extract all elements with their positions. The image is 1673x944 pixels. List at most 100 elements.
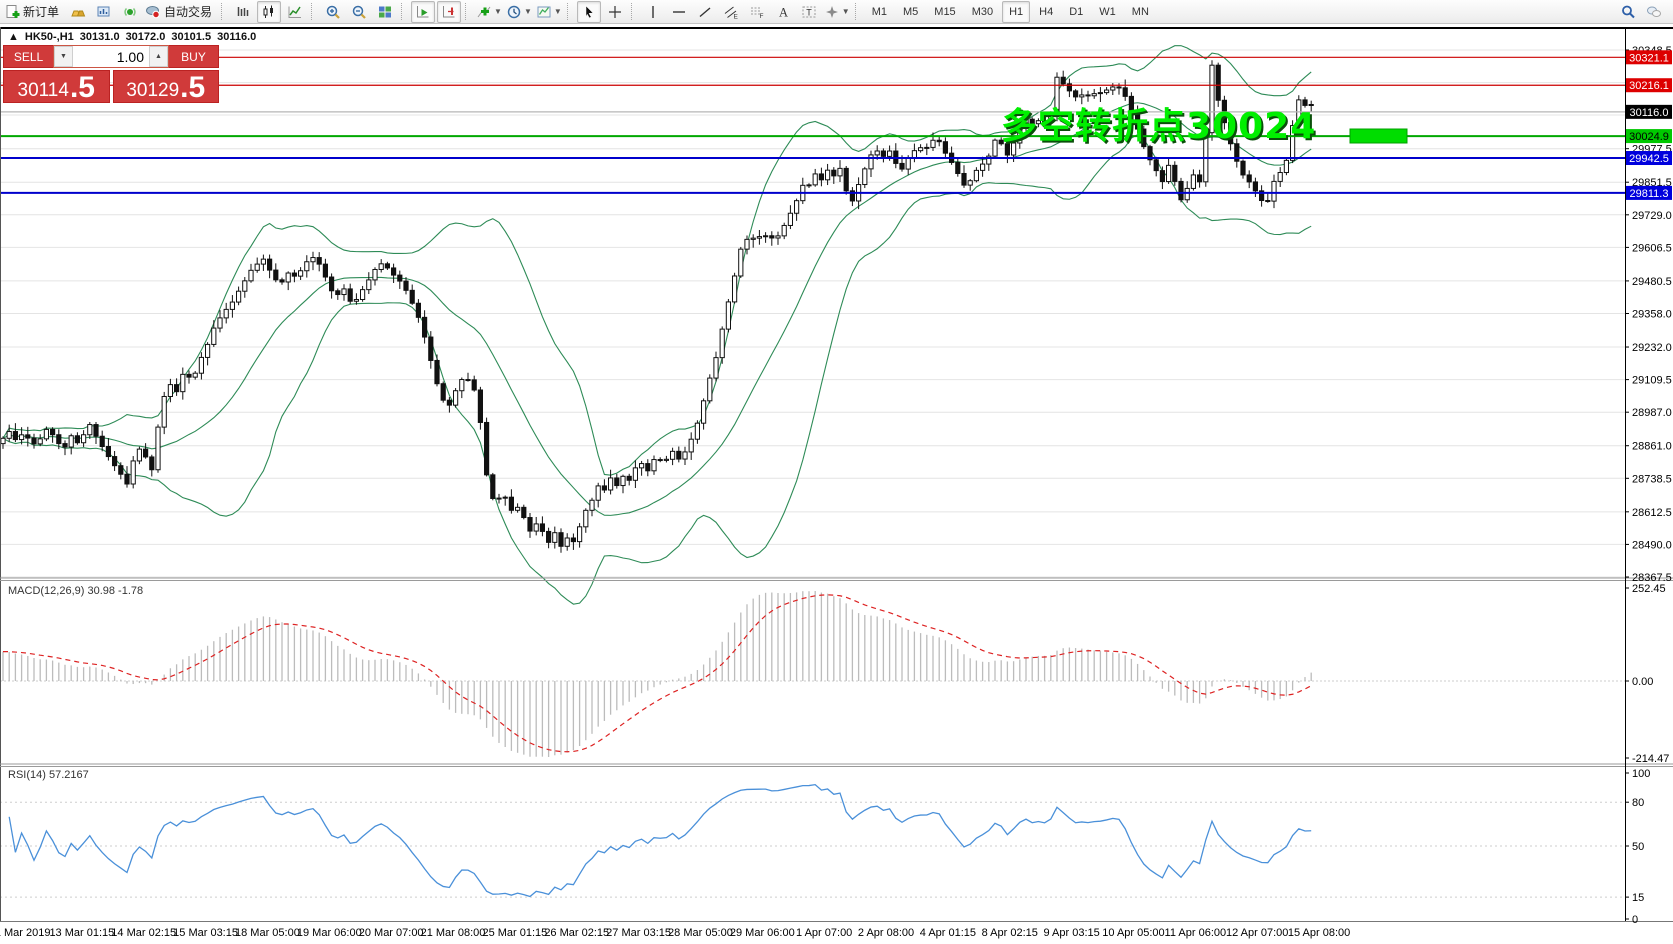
chat-icon [1647, 6, 1661, 17]
text-icon: A [779, 5, 788, 19]
toolbar-equidistant-channel-button[interactable]: E [719, 1, 743, 23]
tile-windows-icon [379, 6, 392, 17]
price-tick-label: 29232.0 [1632, 342, 1672, 354]
chart-text-annotation[interactable]: 多空转折点30024 [1001, 106, 1317, 147]
timeframe-M1-button[interactable]: M1 [871, 5, 887, 18]
price-tick-label: 28987.0 [1632, 407, 1672, 419]
timeframe-M15-button[interactable]: M15 [934, 5, 956, 18]
toolbar-signal-button[interactable] [118, 1, 142, 23]
add-indicator-icon [477, 6, 491, 17]
toolbar-periods-button[interactable]: ▼ [505, 1, 533, 23]
bar-chart-icon [237, 6, 249, 16]
main-toolbar: 新订单 自动交易 ▼ ▼ ▼ E F A T ▼ M1 M5 M15 M30 H1 H4 D1 W1 MN [0, 0, 1673, 24]
toolbar-separator [401, 3, 407, 20]
toolbar-tile-windows-button[interactable] [373, 1, 397, 23]
timeframe-M5-button[interactable]: M5 [903, 5, 919, 18]
toolbar-auto-scroll-button[interactable] [411, 0, 436, 23]
horizontal-line-icon [672, 10, 685, 13]
dropdown-caret-icon: ▼ [494, 7, 502, 16]
toolbar-trend-line-button[interactable] [693, 1, 717, 23]
price-tick-label: 29606.5 [1632, 242, 1672, 254]
bollinger-bands [2, 45, 1312, 605]
price-badge [1626, 129, 1672, 144]
toolbar-separator [311, 3, 317, 20]
toolbar-chat-button[interactable] [1642, 1, 1666, 23]
volume-step-up[interactable]: ▲ [149, 46, 168, 67]
toolbar-market-depth-button[interactable] [92, 1, 116, 23]
toolbar-candle-chart-button[interactable] [257, 0, 282, 23]
toolbar-separator [630, 3, 637, 20]
buy-button[interactable]: BUY [169, 45, 219, 68]
toolbar-fibonacci-button[interactable]: F [745, 1, 769, 23]
timeframe-MN-button[interactable]: MN [1131, 5, 1149, 18]
toolbar-line-chart-button[interactable] [283, 1, 307, 23]
price-tick-label: 28490.0 [1632, 539, 1672, 551]
toolbar-new-order-button[interactable]: 新订单 [3, 1, 64, 23]
toolbar-add-indicator-button[interactable]: ▼ [475, 1, 503, 23]
svg-text:F: F [759, 13, 763, 20]
toolbar-auto-trading-label: 自动交易 [164, 5, 213, 19]
price-badge [1626, 185, 1672, 200]
timeframe-H4-button[interactable]: H4 [1039, 5, 1054, 18]
price-badge-label: 30024.9 [1629, 131, 1669, 143]
toolbar-vertical-line-button[interactable] [641, 1, 665, 23]
text-label-icon: T [802, 6, 816, 17]
toolbar-separator [854, 3, 861, 20]
one-click-trading-panel: SELL ▼ ▲ BUY 30114 .5 30129 .5 [3, 45, 219, 103]
sell-button[interactable]: SELL [3, 45, 53, 68]
time-axis-label: 13 Mar 01:15 [49, 927, 114, 939]
toolbar-cursor-button[interactable] [576, 0, 601, 23]
toolbar-text-label-button[interactable]: T [797, 1, 821, 23]
timeframe-W1-button[interactable]: W1 [1099, 5, 1116, 18]
time-axis-label: 4 Apr 01:15 [920, 927, 976, 939]
toolbar-crosshair-button[interactable] [603, 1, 627, 23]
volume-input[interactable] [73, 46, 149, 67]
toolbar-text-button[interactable]: A [771, 1, 795, 23]
toolbar-templates-button[interactable]: ▼ [535, 1, 563, 23]
toolbar-zoom-out-button[interactable] [347, 1, 371, 23]
zoom-in-icon [326, 5, 340, 19]
buy-price-dec: .5 [180, 70, 206, 104]
toolbar-gold-bars-button[interactable] [66, 1, 90, 23]
crosshair-icon [608, 5, 621, 18]
svg-text:A: A [779, 5, 788, 19]
toolbar-search-button[interactable] [1616, 1, 1640, 23]
volume-dropdown-caret[interactable]: ▼ [54, 46, 73, 67]
periods-icon [507, 5, 521, 18]
toolbar-chart-shift-button[interactable] [437, 0, 462, 23]
collapse-icon[interactable]: ▲ [8, 31, 19, 43]
time-axis-label: 26 Mar 02:15 [544, 927, 609, 939]
templates-icon [537, 6, 551, 17]
toolbar-bar-chart-button[interactable] [231, 1, 255, 23]
rsi-axis-label: 100 [1632, 768, 1650, 780]
dropdown-caret-icon: ▼ [523, 7, 532, 16]
macd-histogram [2, 591, 1312, 757]
time-axis-label: 25 Mar 01:15 [482, 927, 547, 939]
annotation-rectangle-object[interactable] [1349, 128, 1408, 144]
price-axis[interactable]: 30348.529977.529851.529729.029606.529480… [1625, 45, 1672, 584]
dropdown-caret-icon: ▼ [553, 7, 562, 16]
auto-scroll-icon [417, 5, 429, 17]
sell-price-int: 30114 [17, 80, 69, 101]
time-axis-label: 12 Apr 07:00 [1226, 927, 1288, 939]
timeframe-H1-button[interactable]: H1 [1002, 0, 1031, 23]
price-tick-label: 28612.5 [1632, 507, 1672, 519]
candle-chart-icon [263, 5, 274, 18]
toolbar-auto-trading-button[interactable]: 自动交易 [144, 1, 217, 23]
price-badge-label: 30216.1 [1629, 80, 1669, 92]
buy-price-int: 30129 [126, 80, 180, 101]
toolbar-zoom-in-button[interactable] [321, 1, 345, 23]
cursor-icon [585, 4, 594, 18]
toolbar-horizontal-line-button[interactable] [667, 1, 691, 23]
price-tick-label: 29480.5 [1632, 276, 1672, 288]
sell-price-button[interactable]: 30114 .5 [3, 70, 110, 103]
toolbar-separator [221, 3, 227, 20]
market-depth-icon [97, 6, 110, 16]
buy-price-button[interactable]: 30129 .5 [112, 70, 219, 104]
toolbar-arrows-button[interactable]: ▼ [823, 1, 851, 23]
time-axis-label: 14 Mar 02:15 [111, 927, 176, 939]
timeframe-M30-button[interactable]: M30 [971, 5, 994, 18]
timeframe-D1-button[interactable]: D1 [1069, 5, 1084, 18]
